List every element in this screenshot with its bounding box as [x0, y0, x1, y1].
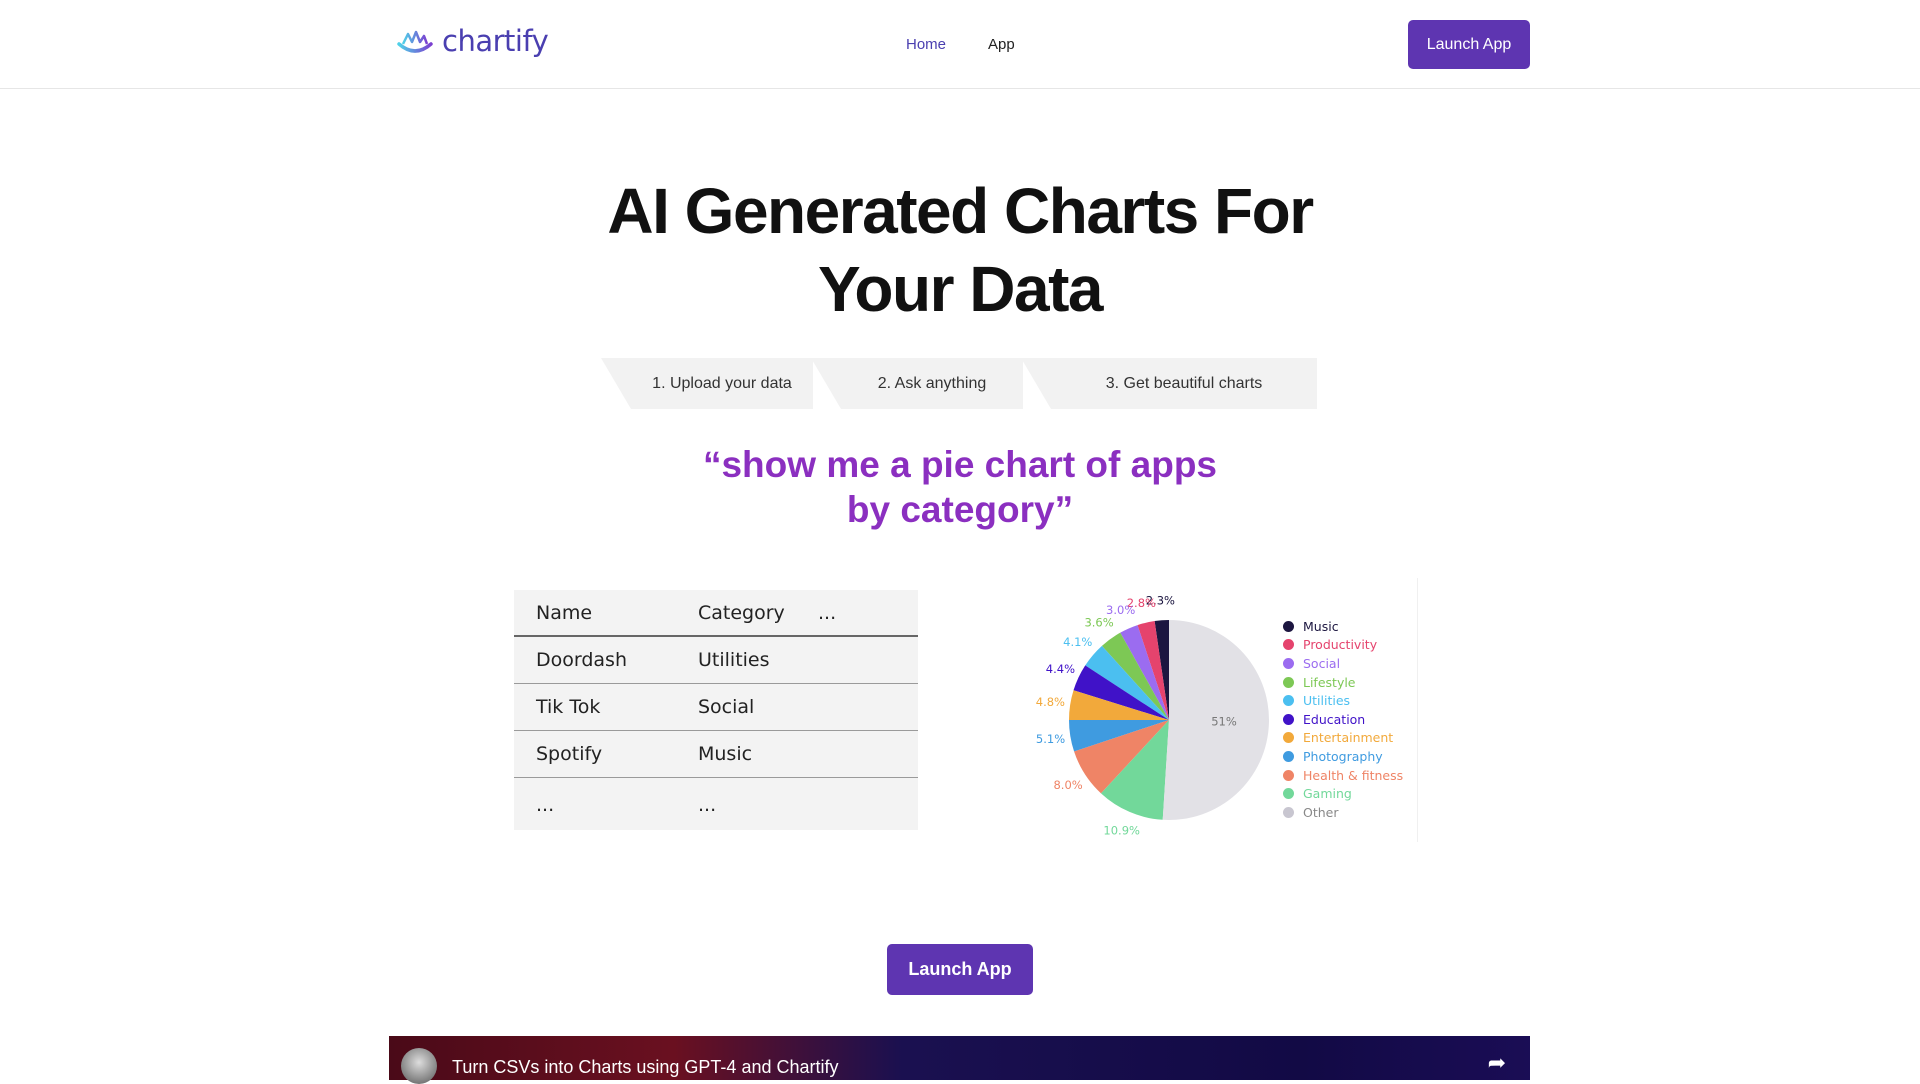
title-line-2: Your Data — [817, 253, 1104, 325]
legend-item: Gaming — [1283, 784, 1403, 803]
header-more: ... — [818, 602, 837, 624]
example-prompt: “show me a pie chart of apps by category… — [0, 442, 1920, 532]
legend-dot — [1283, 657, 1294, 669]
logo[interactable]: chartify — [396, 24, 549, 58]
legend-item: Education — [1283, 710, 1403, 729]
legend-dot — [1283, 788, 1294, 800]
legend-label: Music — [1303, 618, 1339, 634]
legend-label: Gaming — [1303, 786, 1352, 802]
legend-item: Health & fitness — [1283, 766, 1403, 785]
legend-item: Other — [1283, 803, 1403, 822]
legend-dot — [1283, 695, 1294, 707]
prompt-line-2: by category” — [846, 489, 1074, 530]
launch-app-button[interactable]: Launch App — [1408, 20, 1530, 69]
legend-label: Lifestyle — [1303, 674, 1356, 690]
legend-item: Lifestyle — [1283, 673, 1403, 692]
pie-slice-social — [1120, 625, 1169, 720]
legend-label: Social — [1303, 655, 1341, 671]
legend-item: Social — [1283, 654, 1403, 673]
page-title: AI Generated Charts For Your Data — [0, 172, 1920, 328]
chart-legend: Music Productivity Social Lifestyle Utilitie… — [1283, 617, 1403, 822]
pie-label: 4.1% — [1063, 635, 1092, 649]
pie-label: 10.9% — [1103, 823, 1140, 837]
step-ask: 2. Ask anything — [811, 358, 1023, 409]
pie-slice-lifestyle — [1101, 632, 1169, 720]
nav-home[interactable]: Home — [906, 36, 947, 53]
legend-dot — [1283, 750, 1294, 762]
legend-dot — [1283, 713, 1294, 725]
legend-dot — [1283, 806, 1294, 818]
pie-label: 8.0% — [1053, 778, 1082, 792]
table-header: Name Category ... — [514, 590, 918, 637]
launch-app-cta-button[interactable]: Launch App — [887, 944, 1033, 995]
table-row: Doordash Utilities — [514, 637, 918, 684]
pie-label: 4.8% — [1036, 695, 1065, 709]
step-charts: 3. Get beautiful charts — [1021, 358, 1317, 409]
table-row: Tik Tok Social — [514, 684, 918, 731]
title-line-1: AI Generated Charts For — [607, 175, 1314, 247]
share-icon[interactable]: ➦ — [1487, 1050, 1506, 1075]
legend-item: Utilities — [1283, 691, 1403, 710]
pie-slice-other — [1162, 620, 1270, 820]
cell-name: Spotify — [536, 743, 603, 765]
pie-slice-health-fitness — [1074, 720, 1169, 794]
legend-dot — [1283, 732, 1294, 744]
pie-slice-entertainment — [1069, 690, 1169, 720]
cell-category: ... — [698, 794, 717, 816]
cell-name: ... — [536, 794, 555, 816]
pie-slice-music — [1154, 620, 1169, 720]
cell-category: Utilities — [698, 649, 770, 671]
header-category: Category — [698, 602, 785, 624]
legend-label: Productivity — [1303, 637, 1378, 653]
legend-dot — [1283, 676, 1294, 688]
legend-label: Entertainment — [1303, 730, 1394, 746]
pie-slice-education — [1073, 665, 1169, 720]
video-embed[interactable]: Turn CSVs into Charts using GPT-4 and Ch… — [389, 1036, 1530, 1084]
nav-app[interactable]: App — [988, 36, 1015, 53]
legend-label: Photography — [1303, 748, 1383, 764]
pie-label: 51% — [1211, 715, 1237, 729]
steps-bar: 1. Upload your data 2. Ask anything 3. G… — [601, 358, 1317, 409]
legend-item: Productivity — [1283, 636, 1403, 655]
table-row: Spotify Music — [514, 731, 918, 778]
logo-icon — [397, 30, 433, 53]
cell-category: Social — [698, 696, 755, 718]
sample-data-table: Name Category ... Doordash Utilities Tik … — [514, 590, 918, 830]
legend-item: Entertainment — [1283, 729, 1403, 748]
pie-slice-photography — [1069, 720, 1169, 752]
legend-label: Utilities — [1303, 693, 1351, 709]
channel-avatar[interactable] — [401, 1048, 437, 1084]
pie-chart: 2.3%2.8%3.0%3.6% 4.1% 4.4% 4.8% 5.1% 8.0% 10.9… — [1036, 593, 1270, 837]
pie-label: 2.8% — [1127, 596, 1156, 610]
cell-category: Music — [698, 743, 753, 765]
pie-label: 2.3% — [1146, 593, 1175, 607]
pie-label: 4.4% — [1046, 662, 1075, 676]
cell-name: Doordash — [536, 649, 628, 671]
pie-slice-productivity — [1137, 621, 1169, 720]
top-nav: chartify Home App Launch App — [0, 0, 1920, 89]
legend-item: Music — [1283, 617, 1403, 636]
prompt-line-1: “show me a pie chart of apps — [702, 444, 1217, 485]
pie-slice-utilities — [1085, 645, 1169, 720]
table-row: ...... — [514, 778, 918, 825]
legend-dot — [1283, 620, 1294, 632]
legend-dot — [1283, 639, 1294, 651]
pie-label: 5.1% — [1036, 732, 1065, 746]
pie-label: 3.0% — [1106, 603, 1135, 617]
step-upload: 1. Upload your data — [601, 358, 813, 409]
pie-slice-gaming — [1101, 720, 1169, 820]
brand-name: chartify — [442, 24, 549, 58]
cell-name: Tik Tok — [536, 696, 601, 718]
legend-item: Photography — [1283, 747, 1403, 766]
legend-label: Education — [1303, 711, 1366, 727]
legend-label: Health & fitness — [1303, 767, 1404, 783]
pie-label: 3.6% — [1084, 615, 1113, 629]
video-title[interactable]: Turn CSVs into Charts using GPT-4 and Ch… — [452, 1057, 839, 1077]
legend-dot — [1283, 769, 1294, 781]
header-name: Name — [536, 602, 593, 624]
pie-chart-preview: 2.3% 2.8% 3.0% 3.6% 4.1% 4.4% 4.8% 5.1% 8.0% 10.9… — [930, 578, 1418, 842]
legend-label: Other — [1303, 804, 1339, 820]
